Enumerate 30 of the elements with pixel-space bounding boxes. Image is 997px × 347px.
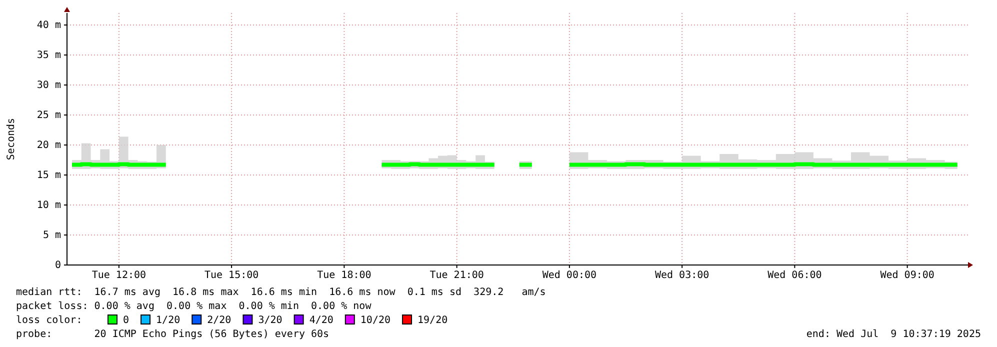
legend-label: 0 — [123, 315, 130, 326]
y-tick-label: 25 m — [36, 110, 61, 122]
x-tick-label: Wed 06:00 — [768, 270, 822, 282]
text: packet loss: 0.00 % avg 0.00 % max 0.00 % min 0.00 % now — [16, 301, 372, 312]
text: 3/20 — [258, 315, 282, 326]
y-tick-label: 30 m — [36, 80, 61, 92]
x-tick-label: Wed 00:00 — [542, 270, 597, 282]
legend-title: loss color: — [16, 315, 82, 326]
text: median rtt: 16.7 ms avg 16.8 ms max 16.6 ms min 16.6 ms now 0.1 ms sd 329.2 am/s — [16, 287, 546, 298]
text: 1/20 — [156, 315, 180, 326]
text: 10/20 — [360, 315, 391, 326]
y-axis-title: Seconds — [6, 118, 17, 160]
text: 4/20 — [309, 315, 334, 326]
y-tick-label: 35 m — [36, 50, 61, 62]
y-tick-label: 5 m — [42, 230, 61, 242]
y-tick-label: 15 m — [36, 170, 61, 182]
x-tick-label: Wed 03:00 — [654, 270, 710, 282]
x-tick-label: Tue 21:00 — [430, 270, 484, 282]
x-tick-label: Tue 18:00 — [317, 270, 372, 282]
y-tick-label: 40 m — [36, 20, 61, 32]
x-tick-label: Tue 15:00 — [204, 270, 259, 282]
text: 19/20 — [418, 315, 448, 326]
x-tick-label: Wed 09:00 — [880, 270, 934, 282]
text: probe: 20 ICMP Echo Pings (56 Bytes) every 60s — [16, 329, 330, 340]
y-tick-label: 20 m — [36, 140, 61, 152]
y-tick-label: 0 — [54, 260, 61, 272]
x-tick-label: Tue 12:00 — [92, 270, 146, 282]
y-tick-label: 10 m — [36, 200, 61, 212]
text: end: Wed Jul 9 10:37:19 2025 — [806, 329, 981, 340]
text: 2/20 — [207, 315, 232, 326]
